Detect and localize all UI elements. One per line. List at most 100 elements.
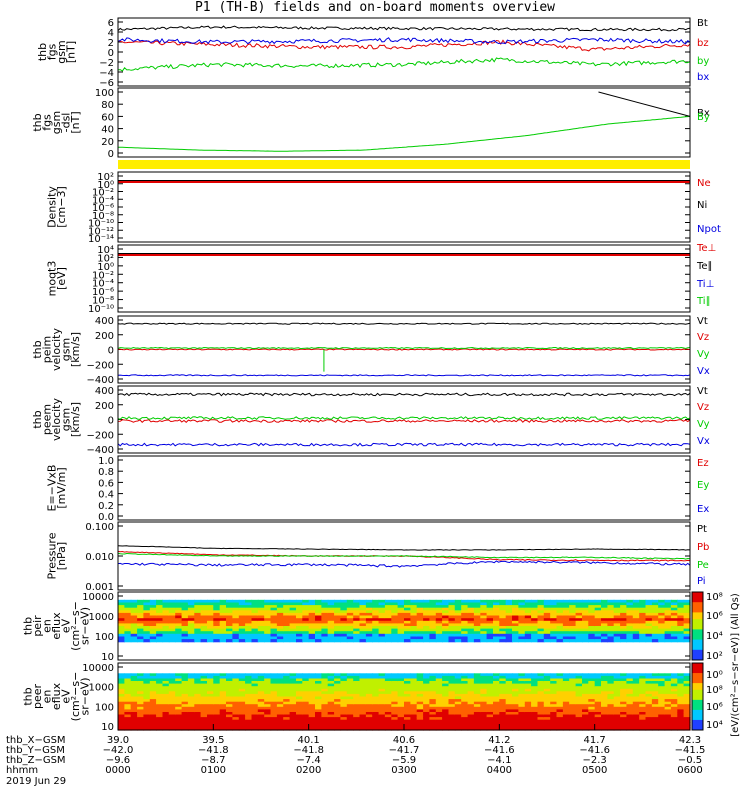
panel-6-ylabel: [km/s] xyxy=(69,402,82,437)
legend-bz: bz xyxy=(697,38,709,49)
panel-frame xyxy=(117,521,691,591)
series-By xyxy=(118,115,691,152)
series-Vx xyxy=(117,374,691,377)
legend-Pb: Pb xyxy=(697,542,709,553)
colorbar-segment xyxy=(692,609,703,613)
ytick-label: 10⁻² xyxy=(92,270,114,281)
panel-5-ylabel: gsm xyxy=(60,338,73,361)
plot-title: P1 (TH-B) fields and on-board moments ov… xyxy=(194,0,556,15)
colorbar-segment xyxy=(692,719,703,724)
series-bz xyxy=(117,39,691,52)
colorbar-segment xyxy=(692,646,703,651)
ytick-label: 10² xyxy=(97,253,114,264)
panel-5-ylabel: thb xyxy=(31,340,44,358)
series-Vy xyxy=(117,346,691,350)
ion-spectrogram xyxy=(118,599,691,643)
xtick-label: −7.4 xyxy=(297,755,321,766)
panel-10-ylabel: sr−eV) xyxy=(79,677,92,715)
ytick-label: 0.8 xyxy=(98,467,114,478)
ytick-label: 10⁻² xyxy=(92,188,114,199)
colorbar-segment xyxy=(692,679,703,684)
ytick-label: 0 xyxy=(108,149,114,160)
ytick-label: 1000 xyxy=(89,612,114,623)
legend-Te⊥: Te⊥ xyxy=(696,243,716,254)
electron-spectrogram xyxy=(118,673,691,731)
legend-bx: bx xyxy=(697,72,709,83)
panel-8-ylabel: [nPa] xyxy=(55,542,68,570)
panel-5-ylabel: [km/s] xyxy=(69,332,82,367)
ytick-label: 0.2 xyxy=(98,501,114,512)
colorbar-segment xyxy=(692,649,703,654)
xtick-label: 39.0 xyxy=(107,735,129,746)
legend-Ex: Ex xyxy=(697,504,709,515)
colorbar-frame xyxy=(691,662,704,731)
panel-9-ylabel: eV xyxy=(60,618,73,633)
colorbar-segment xyxy=(692,656,703,661)
xtick-label: 0300 xyxy=(391,765,416,776)
colorbar-segment xyxy=(692,653,703,658)
panel-7-ylabel: [mV/m] xyxy=(55,467,68,508)
panel-5-ylabel: velocity xyxy=(50,328,63,371)
xtick-label: −41.8 xyxy=(293,745,324,756)
legend-By: By xyxy=(697,112,710,123)
colorbar-segment xyxy=(692,706,703,711)
ytick-label: 10⁻⁸ xyxy=(92,211,114,222)
colorbar-tick: 10⁸ xyxy=(706,592,723,603)
panel-8-ylabel: Pressure xyxy=(45,532,58,579)
xtick-label: −8.7 xyxy=(201,755,225,766)
colorbar-segment xyxy=(692,703,703,708)
colorbar-segment xyxy=(692,632,703,637)
colorbar-segment xyxy=(692,639,703,644)
legend-Te∥: Te∥ xyxy=(696,261,713,272)
panel-10-ylabel: thb xyxy=(22,687,35,705)
ytick-label: 10² xyxy=(97,172,114,183)
panel-9-ylabel: en xyxy=(41,619,54,633)
xtick-label: −41.7 xyxy=(389,745,420,756)
xtick-label: 0400 xyxy=(487,765,512,776)
ytick-label: 10⁰ xyxy=(97,262,114,273)
panel-5-ylabel: peim xyxy=(41,336,54,364)
legend-Ne: Ne xyxy=(697,178,711,189)
ytick-label: −6 xyxy=(99,78,114,89)
xtick-label: 0100 xyxy=(201,765,226,776)
series-Vy xyxy=(117,416,691,420)
legend-Vx: Vx xyxy=(697,436,710,447)
legend-Pi: Pi xyxy=(697,576,706,587)
legend-Vx: Vx xyxy=(697,366,710,377)
legend-Vy: Vy xyxy=(697,349,710,360)
series-Bt xyxy=(117,25,691,32)
panel-3-ylabel: [cm−3] xyxy=(55,186,68,228)
panel-6-ylabel: thb xyxy=(31,410,44,428)
ytick-label: 10⁻¹⁴ xyxy=(88,234,114,245)
panel-9-ylabel: sr−eV) xyxy=(79,607,92,645)
colorbar-segment xyxy=(692,636,703,641)
ytick-label: 100 xyxy=(95,632,114,643)
panel-2-ylabel: thb xyxy=(31,113,44,131)
colorbar-tick: 10⁶ xyxy=(706,702,723,713)
xtick-label: 40.6 xyxy=(393,735,415,746)
panel-6-ylabel: velocity xyxy=(50,398,63,441)
ytick-label: 0 xyxy=(108,346,114,357)
xaxis-row-label: thb_Y−GSM xyxy=(6,745,65,756)
panel-9-ylabel: (cm²−s− xyxy=(69,601,82,651)
ytick-label: 1.0 xyxy=(98,456,114,467)
series-Vx xyxy=(117,442,691,447)
ytick-label: 0 xyxy=(108,48,114,59)
colorbar-segment xyxy=(692,615,703,620)
ytick-label: 0.010 xyxy=(85,552,114,563)
xtick-label: −2.3 xyxy=(583,755,607,766)
ytick-label: 10⁰ xyxy=(97,180,114,191)
colorbar-segment xyxy=(692,689,703,694)
legend-Npot: Npot xyxy=(697,224,721,235)
colorbar-tick: 10² xyxy=(706,651,723,662)
ytick-label: 200 xyxy=(95,401,114,412)
colorbar-segment xyxy=(692,666,703,671)
ytick-label: 0.001 xyxy=(85,582,114,593)
ytick-label: 0 xyxy=(108,416,114,427)
colorbar-segment xyxy=(692,643,703,647)
ytick-label: 10⁻⁴ xyxy=(92,195,114,206)
panel-4-ylabel: [eV] xyxy=(55,267,68,290)
xtick-label: 0600 xyxy=(677,765,702,776)
ytick-label: 0.0 xyxy=(98,512,114,523)
